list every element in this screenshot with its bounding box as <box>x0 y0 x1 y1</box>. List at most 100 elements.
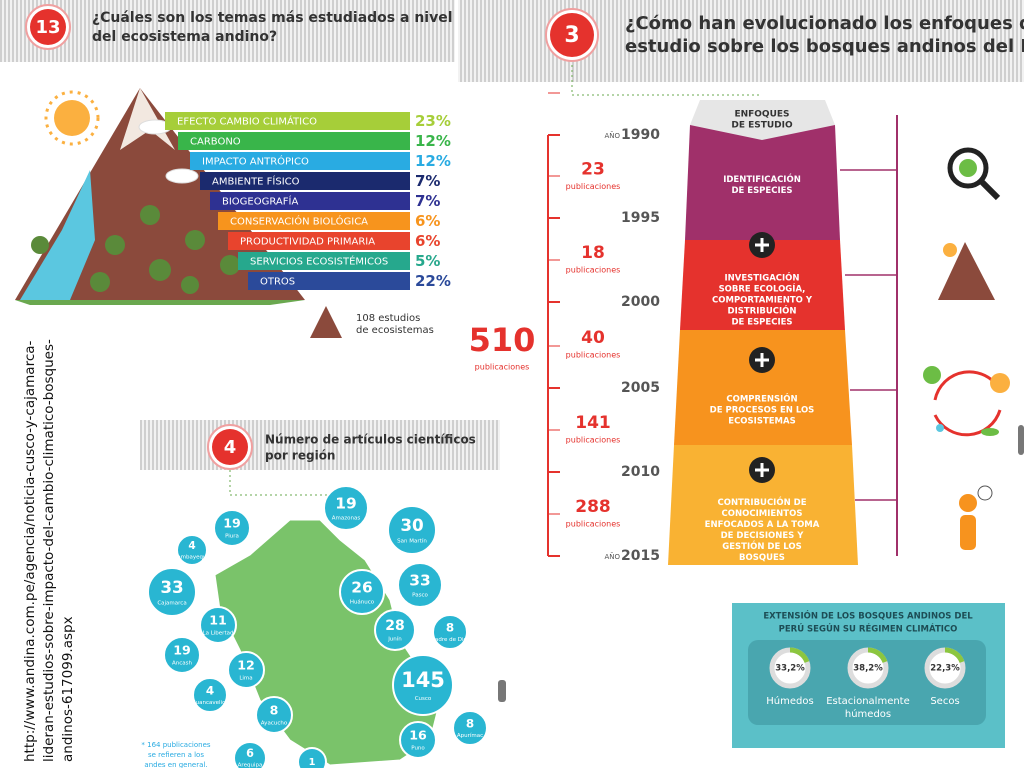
region-bubble <box>192 677 228 713</box>
topic-share: 22% <box>415 272 451 290</box>
region-count: 28 <box>385 618 404 634</box>
stage-text: CONOCIMIENTOS <box>722 509 803 519</box>
dotted-link <box>571 60 760 96</box>
period-count: 288 <box>575 497 611 517</box>
region-count: 8 <box>466 717 474 731</box>
header-band <box>140 420 500 470</box>
badge-number: 13 <box>35 17 60 38</box>
period-count: 141 <box>575 413 611 433</box>
region-name: Huancavelica <box>192 700 229 706</box>
region-count: 33 <box>160 577 183 597</box>
region-name: Apurímac <box>457 732 483 739</box>
region-name: Amazonas <box>332 515 361 521</box>
plus-icon <box>755 463 769 477</box>
climate-share: 22,3% <box>930 664 960 674</box>
donut-arc <box>867 647 888 664</box>
stage-text: DE PROCESOS EN LOS <box>710 406 815 416</box>
year: 2010 <box>621 464 660 480</box>
region-bubble <box>147 567 197 617</box>
legend-icon <box>310 306 342 338</box>
source-url: http://www.andina.com.pe/agencia/noticia… <box>22 340 38 762</box>
region-count: 19 <box>223 516 241 531</box>
topic-label: AMBIENTE FÍSICO <box>212 175 300 188</box>
period-count: 40 <box>581 328 605 348</box>
sun <box>54 100 90 136</box>
region-name: Lambayeque <box>174 554 210 560</box>
waterfall <box>20 170 95 300</box>
stage-text: COMPORTAMIENTO Y <box>712 296 813 306</box>
total-label: publicaciones <box>475 363 530 372</box>
sun-rays <box>44 90 100 146</box>
year-prefix: AÑO <box>604 131 620 140</box>
year: 2000 <box>621 294 660 310</box>
region-name: Arequipa <box>238 763 263 768</box>
region-name: Madre de Dios <box>430 637 470 643</box>
source-url: andinos-617099.aspx <box>60 616 76 762</box>
funnel-header: ENFOQUES <box>734 110 789 120</box>
icons <box>923 147 1010 550</box>
region-count: 4 <box>206 684 214 698</box>
connectors <box>840 169 897 501</box>
topic-label: IMPACTO ANTRÓPICO <box>202 155 309 168</box>
topic-share: 7% <box>415 192 440 210</box>
region-bubble <box>392 654 454 716</box>
plus-icon <box>755 353 769 367</box>
stage-text: SOBRE ECOLOGÍA, <box>719 283 806 295</box>
legend-text: 108 estudios <box>356 313 420 324</box>
footnote: * 164 publicaciones <box>141 741 210 749</box>
stage-text: DISTRIBUCIÓN <box>728 305 797 317</box>
topic-bar <box>190 152 410 170</box>
region-name: Ayacucho <box>261 721 288 727</box>
stage-band <box>668 445 858 565</box>
region-bubble <box>399 721 437 759</box>
year: 2005 <box>621 380 660 396</box>
region-count: 1 <box>309 757 316 768</box>
region-name: Huánuco <box>350 598 375 605</box>
climate-title: PERÚ SEGÚN SU RÉGIMEN CLIMÁTICO <box>779 623 958 635</box>
region-name: Ancash <box>172 661 193 667</box>
period-label: publicaciones <box>566 266 621 275</box>
region-name: Cajamarca <box>157 600 186 606</box>
region-count: 19 <box>173 643 191 658</box>
period-count: 23 <box>581 160 605 180</box>
climate-share: 38,2% <box>853 664 883 674</box>
region-bubble <box>374 609 416 651</box>
topic-bar <box>165 112 410 130</box>
stage-band <box>674 330 852 445</box>
region-bubble <box>323 485 369 531</box>
trees <box>31 205 240 294</box>
badge-number: 4 <box>224 437 237 458</box>
stage-text: CONTRIBUCIÓN DE <box>717 496 806 508</box>
region-bubble <box>163 636 201 674</box>
region-bubble <box>432 614 468 650</box>
stage-band <box>680 240 845 330</box>
period-label: publicaciones <box>566 182 621 191</box>
topic-label: PRODUCTIVIDAD PRIMARIA <box>240 237 375 248</box>
topic-bar <box>248 272 410 290</box>
panel-title: del ecosistema andino? <box>92 29 277 45</box>
period-label: publicaciones <box>566 436 621 445</box>
stage-text: DE DECISIONES Y <box>721 531 805 541</box>
stage-text: GESTIÓN DE LOS <box>722 540 801 552</box>
year: 1990 <box>621 127 660 143</box>
donut-arc <box>944 647 965 664</box>
footnote: andes en general. <box>144 761 207 768</box>
region-count: 26 <box>351 579 372 597</box>
period-label: publicaciones <box>566 351 621 360</box>
stage-text: INVESTIGACIÓN <box>724 272 799 284</box>
donut-arc <box>789 647 810 664</box>
ground <box>15 300 305 305</box>
topic-label: EFECTO CAMBIO CLIMÁTICO <box>177 115 317 128</box>
region-bubble <box>452 710 488 746</box>
topic-label: SERVICIOS ECOSISTÉMICOS <box>250 255 388 268</box>
region-name: La Libertad <box>203 631 234 637</box>
region-bubble <box>339 569 385 615</box>
region-name: Junín <box>387 636 402 643</box>
topic-label: OTROS <box>260 277 295 288</box>
topic-share: 23% <box>415 112 451 130</box>
dotted-link <box>229 470 330 496</box>
region-bubble <box>387 505 437 555</box>
plus-icon <box>755 238 769 252</box>
climate-label: Secos <box>930 696 959 707</box>
